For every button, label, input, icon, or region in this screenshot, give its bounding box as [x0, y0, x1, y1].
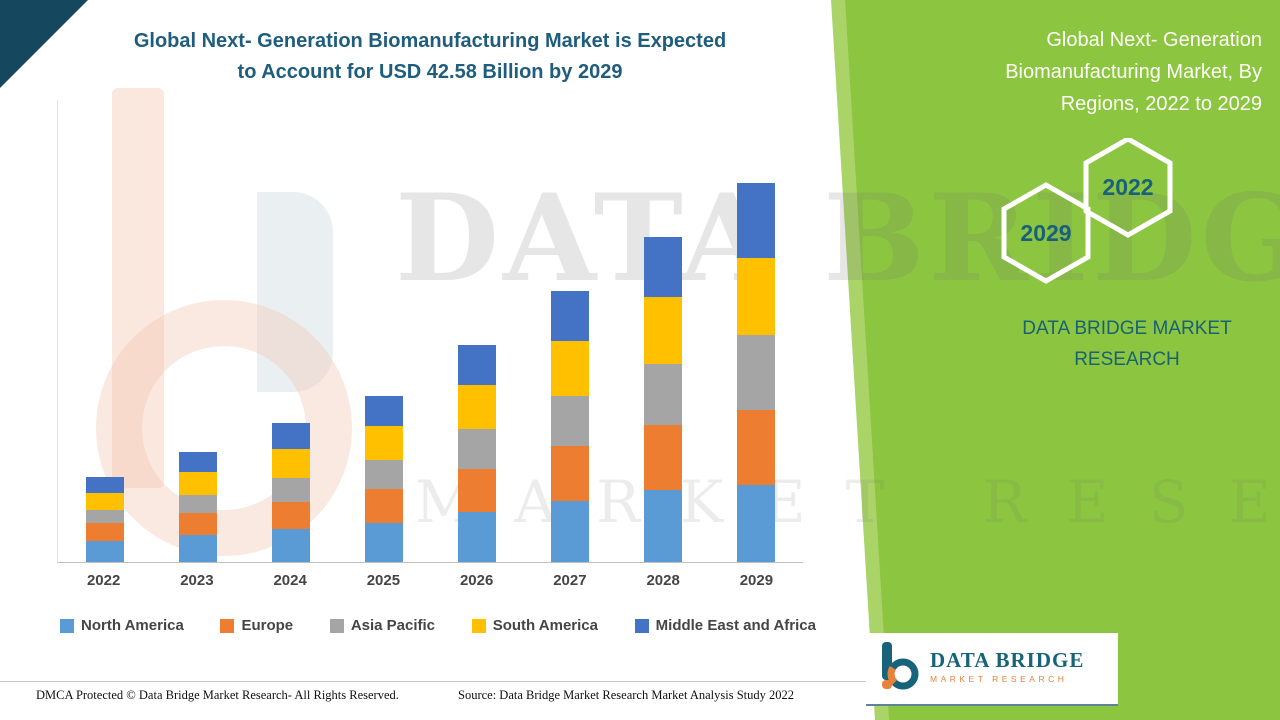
bar-segment-middle-east-and-africa-2027 — [551, 291, 590, 342]
bar-segment-middle-east-and-africa-2022 — [85, 477, 124, 493]
bar-segment-asia-pacific-2029 — [737, 334, 776, 410]
bar-segment-north-america-2026 — [458, 512, 497, 562]
bar-segment-europe-2028 — [644, 424, 683, 490]
legend-item-asia-pacific: Asia Pacific — [329, 617, 436, 634]
bar-segment-middle-east-and-africa-2029 — [737, 182, 776, 259]
legend-item-europe: Europe — [220, 617, 293, 634]
bar-segment-asia-pacific-2026 — [458, 429, 497, 469]
bar-chart-plot-area — [57, 100, 803, 563]
bar-segment-south-america-2029 — [737, 258, 776, 335]
legend-label-south-america: South America — [492, 617, 598, 634]
legend-label-europe: Europe — [241, 617, 294, 634]
footer-divider — [0, 681, 868, 682]
bar-segment-asia-pacific-2023 — [178, 495, 217, 514]
x-axis-label-2026: 2026 — [459, 572, 494, 589]
bar-segment-asia-pacific-2025 — [364, 459, 403, 490]
bar-2027 — [551, 291, 590, 562]
bar-segment-asia-pacific-2022 — [85, 510, 124, 523]
x-axis-label-2024: 2024 — [273, 572, 307, 589]
bar-2026 — [458, 344, 497, 562]
bar-segment-europe-2022 — [85, 522, 124, 541]
legend-swatch-south-america — [471, 618, 486, 633]
bar-segment-asia-pacific-2027 — [551, 396, 590, 447]
legend-swatch-north-america — [60, 618, 74, 633]
logo-wordmark: DATA BRIDGE — [930, 648, 1085, 673]
x-axis-label-2023: 2023 — [180, 572, 214, 589]
legend-label-asia-pacific: Asia Pacific — [350, 617, 436, 634]
dmca-notice: DMCA Protected © Data Bridge Market Rese… — [36, 688, 399, 702]
bar-2022 — [85, 477, 124, 562]
chart-legend: North America Europe Asia Pacific South Ame… — [60, 617, 816, 634]
x-axis-label-2029: 2029 — [739, 572, 774, 589]
legend-item-south-america: South America — [471, 617, 598, 634]
databridge-logo-icon — [882, 641, 919, 689]
bar-2025 — [364, 395, 403, 562]
legend-swatch-europe — [220, 618, 235, 633]
x-axis-label-2028: 2028 — [646, 572, 680, 589]
bar-segment-south-america-2023 — [178, 472, 217, 496]
bar-segment-south-america-2022 — [85, 492, 124, 511]
year-badges: 2029 2022 — [1001, 138, 1173, 284]
side-panel-heading: Global Next- Generation Biomanufacturing… — [1005, 29, 1262, 115]
bar-segment-north-america-2023 — [178, 535, 217, 562]
brand-caption: DATA BRIDGE MARKET RESEARCH — [1022, 318, 1232, 370]
bar-segment-asia-pacific-2024 — [271, 477, 310, 502]
x-axis-label-2025: 2025 — [366, 572, 401, 589]
bar-series-container — [58, 100, 803, 562]
legend-label-north-america: North America — [81, 617, 184, 634]
x-axis-label-2027: 2027 — [553, 572, 587, 589]
bar-segment-south-america-2027 — [551, 341, 590, 397]
legend-item-middle-east-and-africa: Middle East and Africa — [634, 617, 816, 634]
bar-segment-middle-east-and-africa-2028 — [644, 237, 683, 297]
bar-segment-south-america-2026 — [458, 384, 497, 430]
bar-segment-middle-east-and-africa-2024 — [271, 423, 310, 450]
bar-segment-north-america-2024 — [271, 529, 310, 562]
chart-title-line1: Global Next- Generation Biomanufacturing… — [133, 30, 727, 52]
bar-segment-south-america-2025 — [364, 425, 403, 460]
hexagon-badge-2022 — [1083, 138, 1173, 238]
bar-segment-north-america-2028 — [644, 489, 683, 562]
databridge-logo: DATA BRIDGE MARKET RESEARCH — [866, 633, 1118, 706]
bar-segment-europe-2023 — [178, 513, 217, 536]
legend-swatch-asia-pacific — [329, 618, 344, 633]
bar-segment-europe-2024 — [271, 501, 310, 530]
bar-segment-asia-pacific-2028 — [644, 363, 683, 425]
x-axis-label-2022: 2022 — [86, 572, 121, 589]
bar-segment-middle-east-and-africa-2025 — [364, 395, 403, 426]
badge-year-2022: 2022 — [1102, 174, 1153, 200]
bar-segment-north-america-2022 — [85, 540, 124, 562]
chart-title-line2: to Account for USD 42.58 Billion by 2029 — [237, 61, 623, 83]
legend-swatch-middle-east-and-africa — [634, 618, 649, 633]
bar-segment-south-america-2024 — [271, 449, 310, 478]
bar-segment-europe-2025 — [364, 489, 403, 523]
badge-year-2029: 2029 — [1020, 220, 1071, 246]
bar-segment-north-america-2025 — [364, 522, 403, 562]
legend-item-north-america: North America — [60, 617, 184, 634]
bar-2029 — [737, 182, 776, 562]
bar-2028 — [644, 237, 683, 562]
bar-2023 — [178, 451, 217, 562]
bar-segment-north-america-2029 — [737, 484, 776, 562]
x-axis-labels: 2022 2023 2024 2025 2026 2027 2028 2029 — [57, 572, 803, 589]
bar-segment-europe-2029 — [737, 409, 776, 485]
logo-subtitle: MARKET RESEARCH — [930, 674, 1068, 685]
corner-accent-triangle — [0, 0, 88, 88]
bar-segment-europe-2026 — [458, 468, 497, 513]
bar-segment-middle-east-and-africa-2026 — [458, 344, 497, 385]
source-credit: Source: Data Bridge Market Research Mark… — [458, 688, 795, 702]
bar-segment-south-america-2028 — [644, 296, 683, 364]
bar-segment-europe-2027 — [551, 446, 590, 501]
bar-2024 — [271, 423, 310, 562]
chart-title: Global Next- Generation Biomanufacturing… — [57, 26, 803, 88]
bar-segment-middle-east-and-africa-2023 — [178, 451, 217, 473]
bar-segment-north-america-2027 — [551, 500, 590, 562]
legend-label-middle-east-and-africa: Middle East and Africa — [655, 617, 816, 634]
